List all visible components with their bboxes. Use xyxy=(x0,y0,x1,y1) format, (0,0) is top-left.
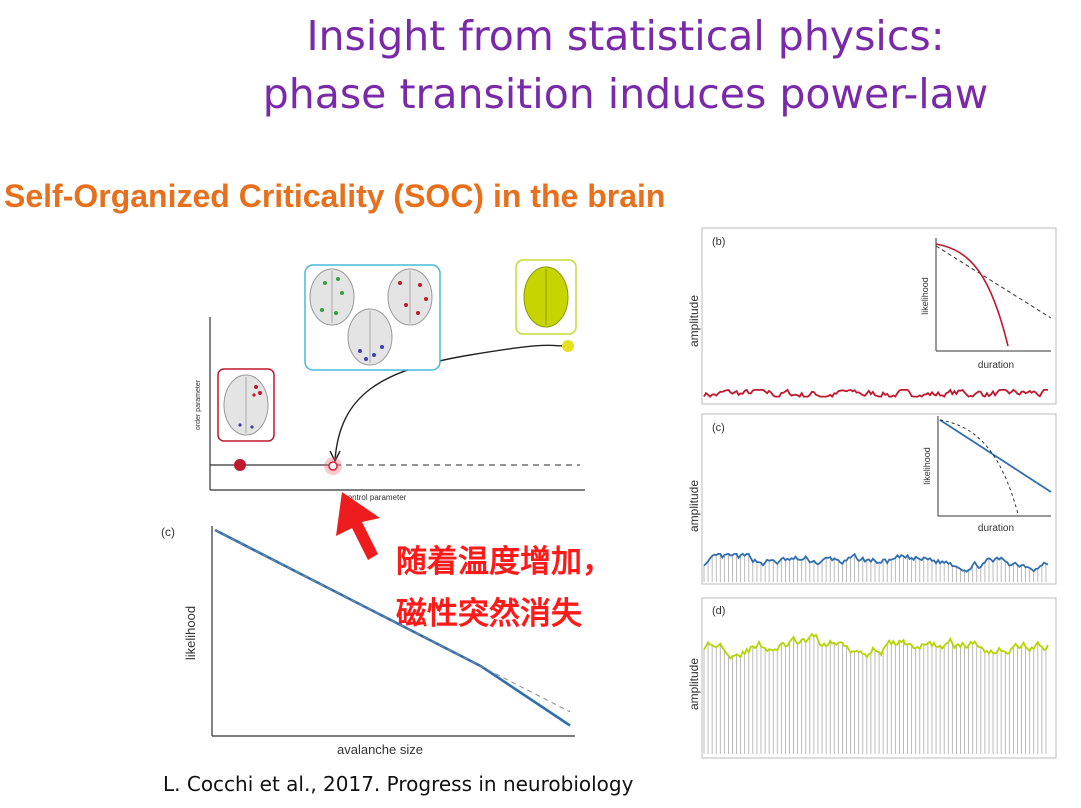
right-panels: (b) amplitude likelihood duration (c) am… xyxy=(687,227,1057,759)
panel-c-label: (c) xyxy=(712,422,725,434)
panel-b-frame xyxy=(701,227,1057,405)
panel-b-inset: likelihood duration xyxy=(920,238,1052,371)
avalanche-chart: (c) likelihood avalanche size xyxy=(161,525,575,757)
avalanche-xlabel: avalanche size xyxy=(337,742,423,757)
panel-b-trace xyxy=(703,388,1048,398)
panel-c-inset-ylabel: likelihood xyxy=(922,447,932,485)
panel-c-ylabel: amplitude xyxy=(687,480,701,532)
panel-b-label: (b) xyxy=(712,236,725,248)
phase-curve-arrowhead xyxy=(329,450,341,463)
panel-c-inset-xlabel: duration xyxy=(978,523,1014,534)
citation: L. Cocchi et al., 2017. Progress in neur… xyxy=(163,772,634,796)
phase-diagram: order parameter control parameter xyxy=(195,259,585,502)
red-annotation-arrow xyxy=(336,492,380,560)
annotation-line-2: 磁性突然消失 xyxy=(396,596,582,632)
panel-c-trace xyxy=(703,552,1049,573)
avalanche-panel-label: (c) xyxy=(161,525,175,539)
slide-title-line-1: Insight from statistical physics: xyxy=(306,12,945,60)
panel-c-inset: likelihood duration xyxy=(922,416,1052,534)
annotation-line-1: 随着温度增加， xyxy=(396,544,613,580)
slide-title-line-2: phase transition induces power-law xyxy=(262,70,989,118)
critical-point xyxy=(328,461,338,471)
phase-order-curve xyxy=(334,344,569,461)
critical-brains-icon xyxy=(304,264,441,371)
avalanche-series-2 xyxy=(214,529,571,713)
phase-ylabel: order parameter xyxy=(195,379,202,430)
supercritical-point xyxy=(562,340,574,352)
panel-d-label: (d) xyxy=(712,605,725,617)
panel-b-inset-ylabel: likelihood xyxy=(920,277,930,315)
panel-d-trace xyxy=(703,632,1049,660)
panel-d-ylabel: amplitude xyxy=(687,658,701,710)
panel-b-inset-xlabel: duration xyxy=(978,360,1014,371)
phase-xlabel: control parameter xyxy=(344,493,407,502)
panel-c-frame xyxy=(701,413,1057,585)
subcritical-point xyxy=(234,459,246,471)
avalanche-series-1 xyxy=(214,528,571,727)
avalanche-ylabel: likelihood xyxy=(183,606,198,660)
supercritical-brain-icon xyxy=(515,259,577,335)
panel-b-ylabel: amplitude xyxy=(687,295,701,347)
slide-subtitle: Self-Organized Criticality (SOC) in the … xyxy=(4,178,666,214)
subcritical-brain-icon xyxy=(217,368,275,442)
